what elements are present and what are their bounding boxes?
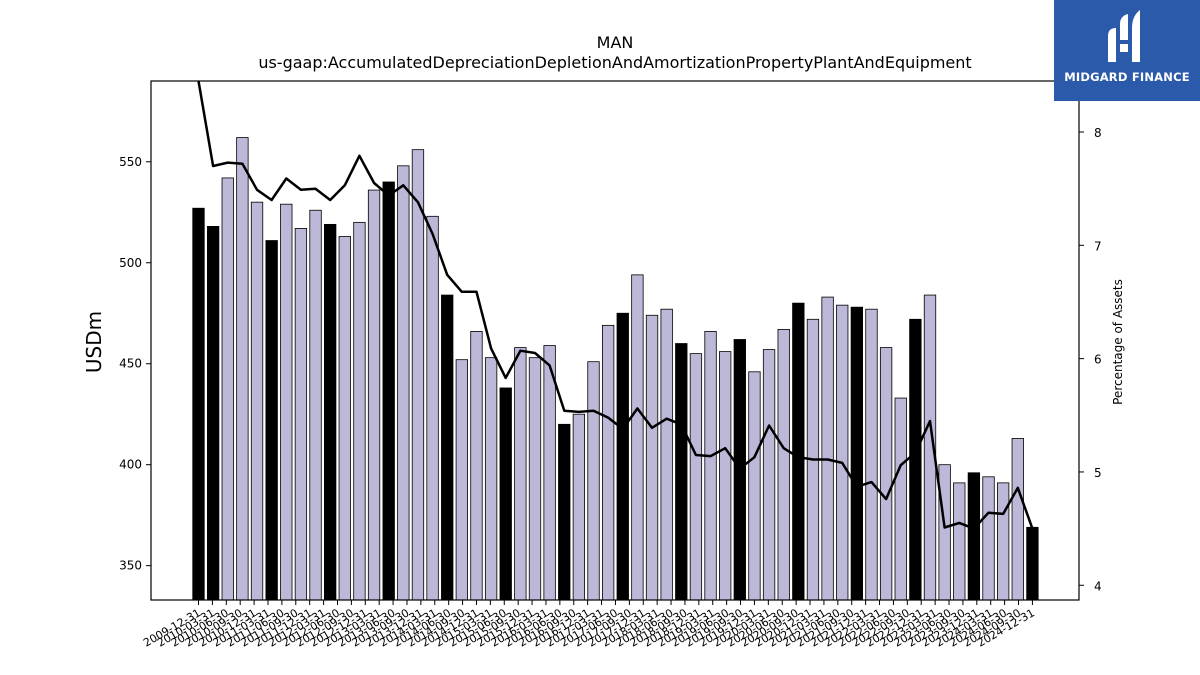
bar-2014-12-31 [484,357,498,601]
bar-2023-06-30 [982,476,995,601]
bar-2009-12-31 [192,207,205,601]
bar-2015-09-30 [528,357,542,601]
bar-2013-03-31 [382,181,395,601]
y2-axis-label: Percentage of Assets [1111,279,1125,405]
bar-2015-12-31 [543,345,556,601]
bar-2021-06-30 [865,308,878,601]
bar-2012-12-31 [367,189,381,601]
bar-2023-12-31 [1011,438,1024,601]
y-axis-label: USDm [82,311,106,373]
bar-2011-12-31 [309,209,322,601]
y-tick-label: 550 [119,155,142,169]
bar-2021-03-31 [850,306,863,601]
bar-2023-09-30 [997,482,1010,601]
chart-subtitle: us-gaap:AccumulatedDepreciationDepletion… [258,53,971,72]
bar-2012-03-31 [324,223,337,601]
bar-2011-09-30 [294,228,308,601]
bar-2019-12-31 [777,328,790,601]
bar-2015-03-31 [499,387,512,601]
bar-2017-09-30 [645,314,659,601]
bar-2013-09-30 [411,149,425,601]
x-axis: 2009-12-312010-03-312010-06-302010-09-30… [141,600,1037,650]
bar-2016-06-30 [572,413,586,601]
y-axis-left: 350 400 450 500 550 [119,155,151,573]
bar-2010-03-31 [206,226,220,601]
bar-2010-06-30 [221,177,234,601]
bar-2019-09-30 [762,349,776,601]
bar-2022-12-31 [953,482,966,601]
y2-tick-label: 5 [1094,466,1102,480]
bar-2011-06-30 [280,203,293,601]
bar-2018-09-30 [704,331,717,601]
brand-name: MIDGARD FINANCE [1064,70,1190,84]
y-tick-label: 500 [119,256,142,270]
bar-2023-03-31 [967,472,981,601]
line-series [197,80,1034,530]
y2-tick-label: 4 [1094,579,1102,593]
bar-2010-09-30 [236,137,249,601]
bar-2022-03-31 [909,318,922,601]
y-tick-label: 450 [119,357,142,371]
bar-2013-12-31 [426,215,439,601]
bar-2018-06-30 [689,353,703,601]
bar-2017-06-30 [631,274,644,601]
bar-2021-09-30 [879,347,893,601]
y-tick-label: 400 [119,458,142,472]
bar-2014-03-31 [441,294,454,601]
bar-2011-03-31 [265,240,278,601]
bar-2016-09-30 [587,361,600,601]
bar-2014-09-30 [470,331,483,601]
bar-2014-06-30 [455,359,468,601]
bar-2012-06-30 [338,236,351,601]
bar-2017-03-31 [616,312,629,601]
y-axis-right: 4 5 6 7 8 [1079,126,1102,593]
bar-2024-03-31 [1026,526,1039,601]
bar-2010-12-31 [250,201,264,601]
bar-2018-12-31 [719,351,732,601]
chart-title: MAN [597,33,634,52]
bar-2016-12-31 [601,324,615,601]
y2-tick-label: 7 [1094,239,1102,253]
midgard-logo-icon [1108,10,1140,62]
bar-2013-06-30 [397,165,410,601]
bar-2012-09-30 [353,221,366,601]
bar-2020-03-31 [792,302,805,601]
bar-2020-09-30 [821,296,834,601]
bar-series [192,137,1039,601]
bar-2020-12-31 [836,304,849,601]
brand-logo: MIDGARD FINANCE [1054,0,1200,101]
bar-2015-06-30 [514,347,527,601]
bar-2019-06-30 [748,371,761,601]
bar-2021-12-31 [894,397,907,601]
bar-2016-03-31 [558,423,571,601]
bar-2018-03-31 [675,343,688,601]
y2-tick-label: 8 [1094,126,1102,140]
bar-2017-12-31 [660,308,673,601]
y2-tick-label: 6 [1094,353,1102,367]
bar-2022-09-30 [938,464,951,601]
y-tick-label: 350 [119,559,142,573]
percentage-of-assets-line [197,80,1034,530]
